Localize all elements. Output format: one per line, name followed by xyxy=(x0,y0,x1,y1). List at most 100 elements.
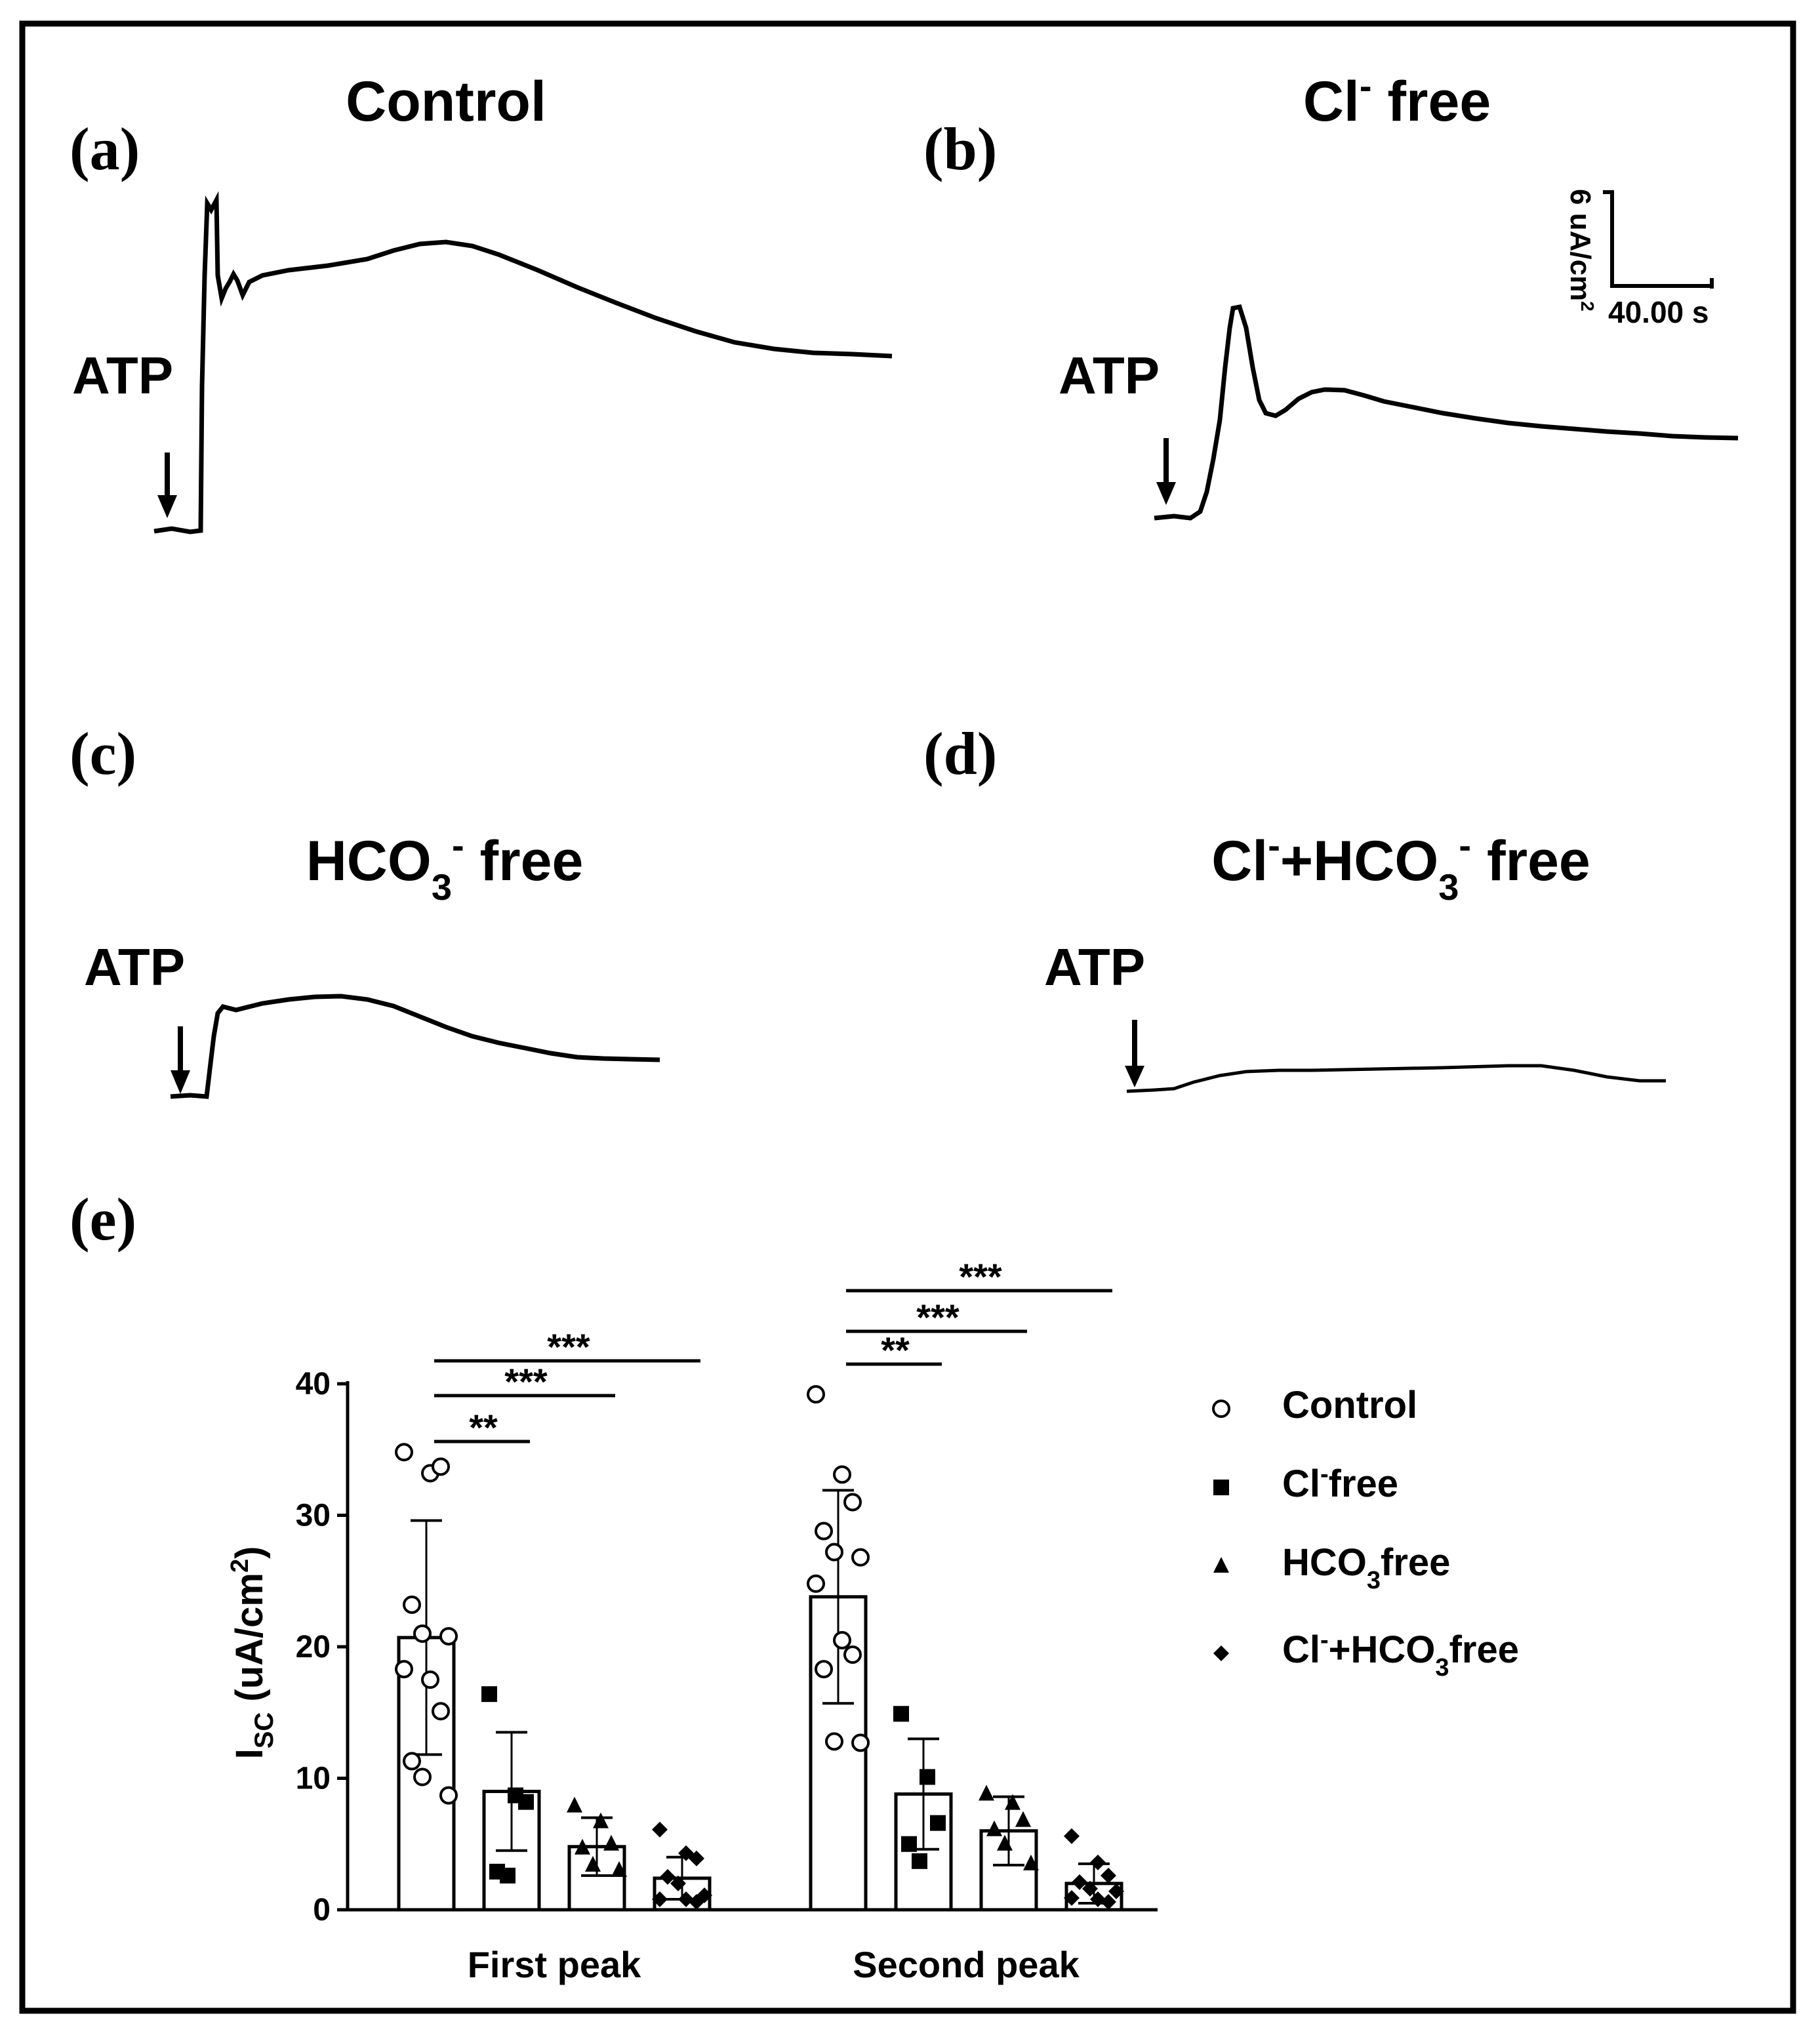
scale-bar-horizontal-label: 40.00 s xyxy=(1608,295,1709,329)
data-point xyxy=(1090,1854,1106,1870)
data-point xyxy=(807,1385,825,1404)
atp-arrow-d xyxy=(1125,1020,1144,1087)
data-point xyxy=(997,1834,1013,1851)
data-point xyxy=(815,1522,833,1541)
data-point xyxy=(833,1465,851,1484)
data-point xyxy=(611,1861,627,1877)
trace-hco3-free xyxy=(170,994,660,1099)
data-point xyxy=(986,1820,1002,1836)
data-point xyxy=(825,1543,843,1562)
data-point xyxy=(395,1443,413,1462)
data-point xyxy=(670,1875,686,1891)
data-point xyxy=(403,1595,421,1614)
atp-label-b: ATP xyxy=(1059,346,1160,405)
y-tick-label: 30 xyxy=(296,1499,331,1533)
data-point xyxy=(1101,1893,1116,1910)
data-point xyxy=(851,1548,870,1567)
trace-control xyxy=(153,191,893,534)
panel-letter-d: (d) xyxy=(923,720,997,787)
data-point xyxy=(689,1893,704,1910)
legend-marker xyxy=(1213,1480,1229,1495)
data-point xyxy=(439,1626,458,1645)
data-point xyxy=(930,1815,946,1831)
legend-label: HCO3free xyxy=(1282,1541,1450,1594)
data-point xyxy=(1082,1880,1098,1897)
data-point xyxy=(652,1821,668,1838)
legend-marker xyxy=(1213,1645,1229,1661)
panel-letter-a: (a) xyxy=(70,115,140,182)
panel-letter-b: (b) xyxy=(923,115,997,182)
data-point xyxy=(403,1752,421,1771)
x-tick-label: First peak xyxy=(468,1944,641,1985)
significance-label: *** xyxy=(959,1256,1002,1297)
data-point xyxy=(652,1891,668,1907)
data-point xyxy=(413,1767,432,1786)
panel-letter-e: (e) xyxy=(70,1186,136,1253)
data-point xyxy=(912,1853,927,1869)
data-point xyxy=(979,1785,994,1801)
data-point xyxy=(807,1574,825,1593)
atp-label-a: ATP xyxy=(72,346,173,405)
atp-arrow-c xyxy=(171,1026,190,1094)
y-tick-label: 0 xyxy=(313,1893,331,1927)
data-point xyxy=(1101,1867,1116,1884)
figure-frame xyxy=(19,20,1796,2014)
atp-arrow-a xyxy=(157,453,177,518)
significance-label: *** xyxy=(547,1326,590,1367)
scale-bar-vertical-label: 6 uA/cm2 xyxy=(1564,189,1598,312)
data-point xyxy=(518,1794,534,1810)
data-point xyxy=(901,1836,917,1852)
data-point xyxy=(500,1867,516,1884)
data-point xyxy=(843,1645,862,1664)
data-point xyxy=(815,1660,833,1679)
legend-marker xyxy=(1213,1557,1229,1573)
data-point xyxy=(660,1868,676,1885)
data-point xyxy=(1064,1889,1080,1906)
data-point xyxy=(1072,1874,1087,1890)
data-point xyxy=(585,1855,601,1872)
legend-label: Cl-+HCO3free xyxy=(1282,1626,1519,1682)
bar-chart: 0 10 20 30 40 ISC (uA/cm2) First peak Second pe… xyxy=(226,1256,1519,1985)
data-point xyxy=(1108,1883,1124,1899)
significance-label: *** xyxy=(504,1361,548,1402)
panel-title-d: Cl-+HCO3- free xyxy=(1211,824,1590,908)
data-point xyxy=(603,1834,619,1851)
data-point xyxy=(843,1493,862,1512)
significance-label: ** xyxy=(881,1329,910,1371)
atp-label-c: ATP xyxy=(84,938,185,996)
legend-marker xyxy=(1212,1400,1230,1418)
x-tick-label: Second peak xyxy=(853,1944,1080,1985)
data-point xyxy=(575,1838,590,1855)
data-point xyxy=(1064,1828,1080,1844)
data-point xyxy=(421,1670,439,1689)
y-tick-label: 40 xyxy=(296,1367,331,1402)
panel-title-a: Control xyxy=(346,70,546,133)
data-point xyxy=(920,1769,935,1785)
y-tick-label: 20 xyxy=(296,1630,331,1664)
data-point xyxy=(439,1786,458,1805)
panel-letter-c: (c) xyxy=(70,720,136,787)
data-point xyxy=(678,1845,694,1861)
data-point xyxy=(567,1796,582,1813)
trace-cl-free xyxy=(1154,304,1739,521)
legend-label: Cl-free xyxy=(1282,1461,1398,1505)
data-point xyxy=(825,1732,843,1751)
data-point xyxy=(851,1733,870,1752)
scale-bar xyxy=(1603,190,1714,289)
significance-label: *** xyxy=(916,1297,960,1338)
data-point xyxy=(395,1660,413,1679)
data-point xyxy=(689,1850,704,1866)
data-point xyxy=(1015,1811,1031,1827)
atp-arrow-b xyxy=(1156,438,1176,505)
panel-title-c: HCO3- free xyxy=(306,824,584,908)
data-point xyxy=(1023,1854,1039,1870)
data-point xyxy=(593,1812,609,1828)
data-point xyxy=(893,1706,909,1722)
y-tick-label: 10 xyxy=(296,1762,331,1796)
significance-label: ** xyxy=(469,1407,498,1448)
panel-title-b: Cl- free xyxy=(1303,65,1491,133)
data-point xyxy=(432,1702,450,1721)
legend-label: Control xyxy=(1282,1384,1417,1426)
trace-cl-hco3-free xyxy=(1126,1064,1666,1093)
